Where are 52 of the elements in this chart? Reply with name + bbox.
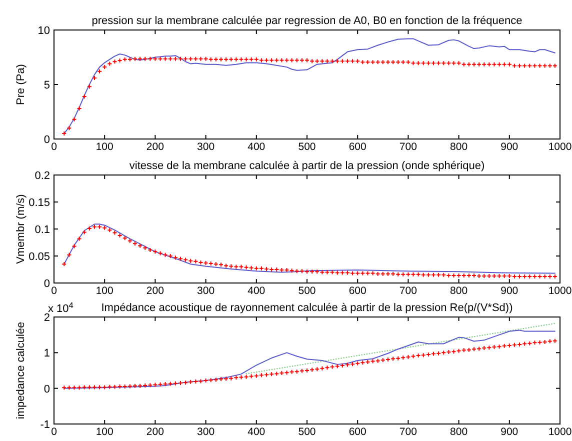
y-tick-label: 0.2 bbox=[34, 170, 50, 182]
x-tick-label: 800 bbox=[450, 285, 468, 297]
x-tick-label: 100 bbox=[96, 426, 114, 438]
x-tick-label: 600 bbox=[348, 285, 367, 297]
y-tick-label: 0.05 bbox=[28, 251, 50, 263]
x-tick-label: 300 bbox=[197, 141, 215, 153]
x-tick-label: 200 bbox=[146, 426, 164, 438]
x-tick-label: 400 bbox=[248, 285, 266, 297]
x-tick-label: 700 bbox=[399, 426, 418, 438]
y-tick-label: 2 bbox=[44, 312, 50, 324]
x-tick-label: 600 bbox=[348, 141, 367, 153]
x-tick-label: 900 bbox=[500, 285, 518, 297]
chart-title: pression sur la membrane calculée par regression de A0, B0 en fonction de la fréquence bbox=[92, 15, 522, 27]
x-tick-label: 0 bbox=[51, 426, 58, 438]
text: x 10$^{4}$ bbox=[48, 300, 74, 315]
y-tick-label: 0 bbox=[44, 383, 50, 396]
x-tick-label: 300 bbox=[197, 285, 215, 297]
x-tick-label: 400 bbox=[248, 426, 266, 438]
y-tick-label: 0.1 bbox=[34, 224, 50, 236]
y-axis-title: Pre (Pa) bbox=[15, 64, 27, 105]
x-tick-label: 1000 bbox=[548, 426, 572, 438]
x-tick-label: 200 bbox=[146, 141, 164, 153]
y-axis-title: Vmembr (m/s) bbox=[15, 194, 27, 264]
x-tick-label: 100 bbox=[96, 285, 114, 297]
y-tick-label: 1 bbox=[44, 348, 50, 360]
x-tick-label: 500 bbox=[298, 426, 316, 438]
x-tick-label: 200 bbox=[146, 285, 164, 297]
y-tick-label: 5 bbox=[44, 80, 50, 92]
x-tick-label: 700 bbox=[399, 285, 418, 297]
x-tick-label: 400 bbox=[248, 141, 266, 153]
x-tick-label: 600 bbox=[348, 426, 367, 438]
y-tick-label: 10 bbox=[38, 25, 50, 37]
chart-title: Impédance acoustique de rayonnement calculée à partir de la pression Re(p/(V*Sd)) bbox=[101, 302, 513, 314]
line-series bbox=[64, 330, 556, 389]
x-tick-label: 0 bbox=[51, 141, 58, 153]
x-tick-label: 800 bbox=[450, 426, 468, 438]
x-tick-label: 900 bbox=[500, 141, 518, 153]
x-tick-label: 800 bbox=[450, 141, 468, 153]
x-tick-label: 700 bbox=[399, 141, 418, 153]
chart-title: vitesse de la membrane calculée à partir de la pression (onde sphérique) bbox=[129, 160, 485, 172]
x-tick-label: 500 bbox=[298, 285, 316, 297]
y-axis-title: impedance calculée bbox=[15, 322, 27, 420]
line-series bbox=[64, 38, 556, 134]
x-tick-label: 500 bbox=[298, 141, 316, 153]
y-tick-label: -1 bbox=[40, 419, 50, 431]
x-tick-label: 0 bbox=[51, 285, 58, 297]
x-tick-label: 1000 bbox=[548, 285, 572, 297]
x-tick-label: 100 bbox=[96, 141, 114, 153]
x-tick-label: 1000 bbox=[548, 141, 572, 153]
x-tick-label: 900 bbox=[500, 426, 518, 438]
y-tick-label: 0.15 bbox=[28, 197, 50, 209]
x-tick-label: 300 bbox=[197, 426, 215, 438]
